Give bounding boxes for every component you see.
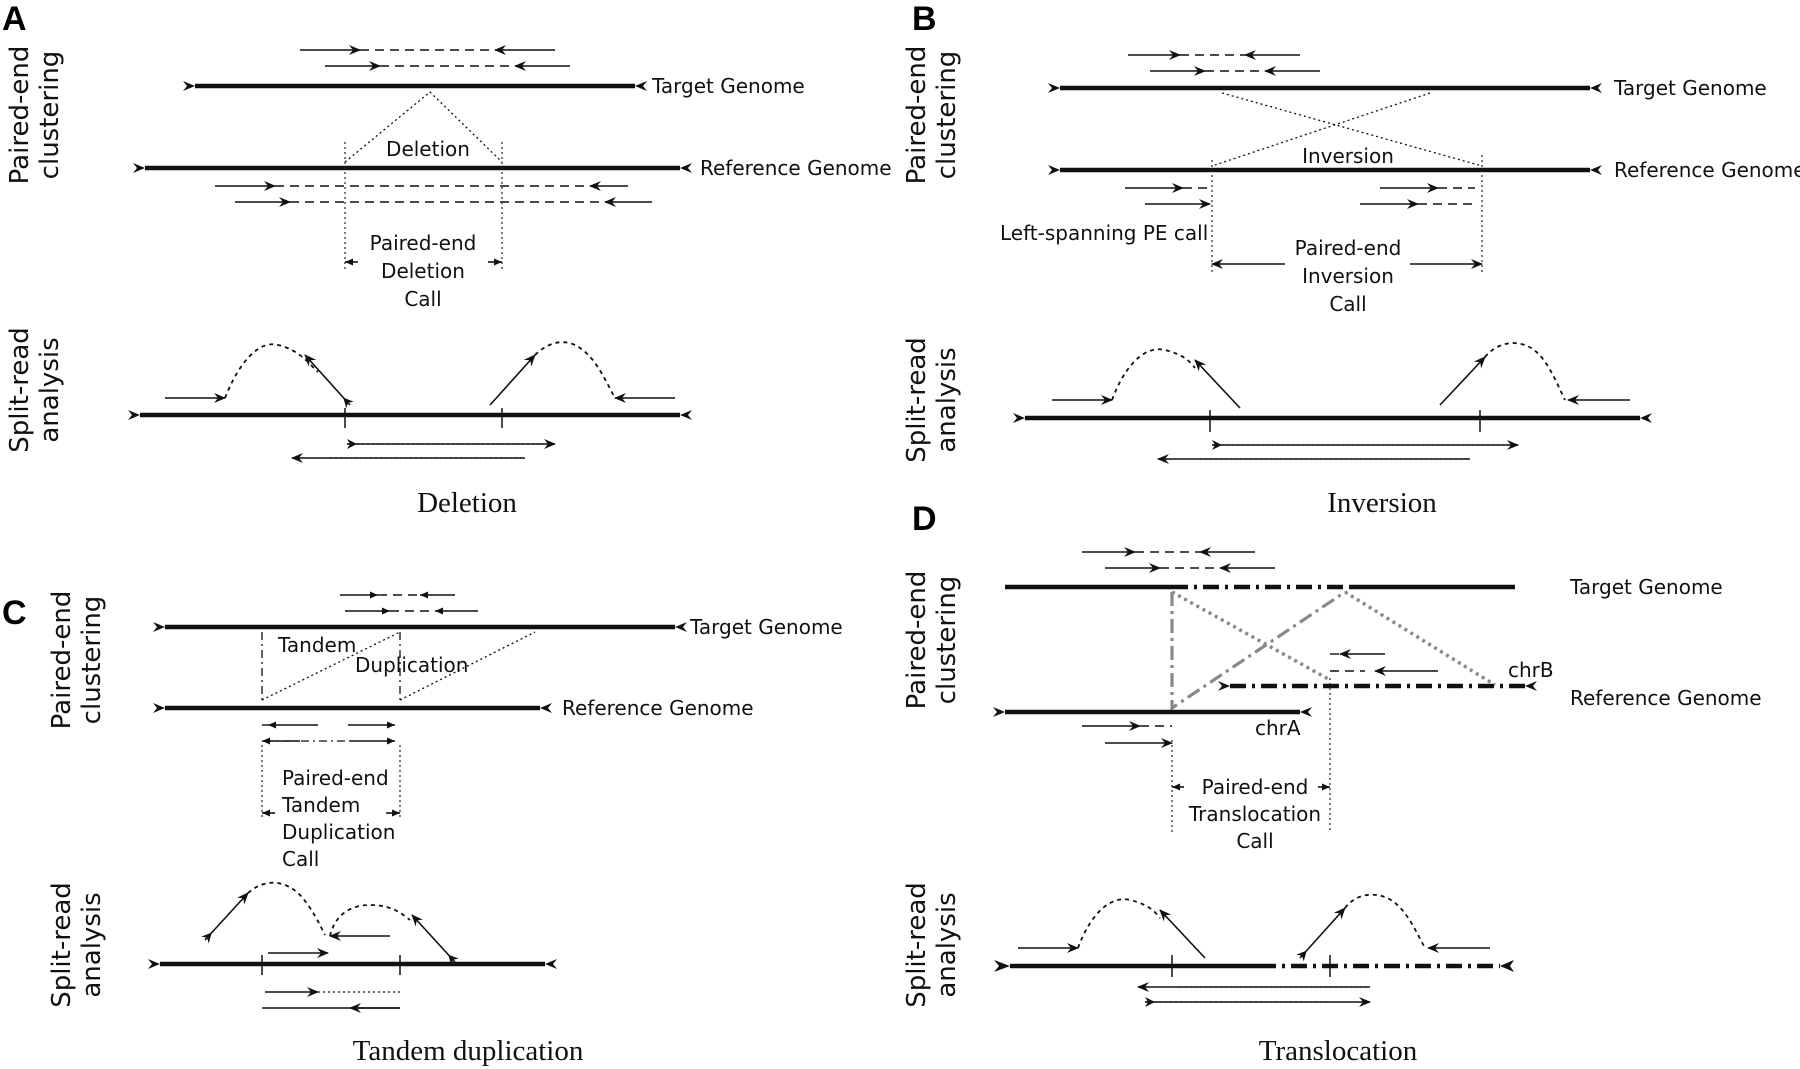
- panel-d: D Paired-end clustering Split-read analy…: [902, 500, 1762, 1067]
- panel-letter: A: [2, 0, 27, 38]
- panel-letter: D: [912, 500, 937, 538]
- call-label: Paired-end: [1202, 775, 1309, 799]
- side-label-top: Paired-end clustering: [902, 571, 962, 710]
- svg-text:Duplication: Duplication: [282, 820, 395, 844]
- svg-text:Call: Call: [1236, 829, 1273, 853]
- target-genome-label: Target Genome: [651, 74, 805, 98]
- svg-text:clustering: clustering: [932, 576, 962, 705]
- side-label-bottom: Split-read analysis: [5, 327, 65, 453]
- call-label: Paired-end: [370, 231, 477, 255]
- reference-genome-label: Reference Genome: [700, 156, 892, 180]
- side-label-bottom: Split-read analysis: [47, 882, 107, 1008]
- svg-text:Split-read: Split-read: [902, 337, 932, 463]
- chrB-label: chrB: [1508, 658, 1554, 682]
- panel-c: C Paired-end clustering Split-read analy…: [2, 591, 843, 1067]
- svg-text:Split-read: Split-read: [47, 882, 77, 1008]
- caption: Translocation: [1259, 1035, 1418, 1067]
- svg-text:Paired-end: Paired-end: [5, 46, 35, 185]
- svg-text:Inversion: Inversion: [1302, 264, 1394, 288]
- svg-text:analysis: analysis: [932, 347, 962, 452]
- reference-genome-label: Reference Genome: [1614, 158, 1800, 182]
- svg-text:analysis: analysis: [77, 892, 107, 997]
- panel-b: B Paired-end clustering Split-read analy…: [902, 0, 1800, 519]
- call-label: Paired-end: [1295, 236, 1402, 260]
- side-label-bottom: Split-read analysis: [902, 882, 962, 1008]
- target-genome-label: Target Genome: [1569, 575, 1723, 599]
- chrA-label: chrA: [1255, 716, 1301, 740]
- side-label-top: Paired-end clustering: [902, 46, 962, 185]
- caption: Inversion: [1327, 487, 1437, 519]
- chrB-projection: [1171, 590, 1496, 687]
- side-label-top: Paired-end clustering: [5, 46, 65, 185]
- svg-text:clustering: clustering: [77, 596, 107, 725]
- svg-text:clustering: clustering: [35, 51, 65, 180]
- panel-letter: C: [2, 594, 27, 632]
- call-label: Paired-end: [282, 766, 389, 790]
- target-genome-label: Target Genome: [1613, 76, 1767, 100]
- tandem-label: Tandem: [277, 633, 356, 657]
- left-spanning-note: Left-spanning PE call: [1000, 221, 1208, 245]
- duplication-label: Duplication: [355, 653, 468, 677]
- inversion-label: Inversion: [1302, 144, 1394, 168]
- caption: Tandem duplication: [353, 1035, 584, 1067]
- svg-text:Translocation: Translocation: [1188, 802, 1321, 826]
- svg-text:Paired-end: Paired-end: [902, 46, 932, 185]
- target-genome-label: Target Genome: [689, 615, 843, 639]
- svg-text:Split-read: Split-read: [5, 327, 35, 453]
- svg-text:Tandem: Tandem: [281, 793, 360, 817]
- svg-text:analysis: analysis: [35, 337, 65, 442]
- panel-a: A Paired-end clustering Split-read analy…: [2, 0, 892, 519]
- svg-text:Paired-end: Paired-end: [902, 571, 932, 710]
- svg-text:Deletion: Deletion: [381, 259, 465, 283]
- panel-letter: B: [912, 0, 937, 38]
- svg-text:analysis: analysis: [932, 892, 962, 997]
- reference-genome-label: Reference Genome: [1570, 686, 1762, 710]
- deletion-projection: [344, 91, 503, 163]
- svg-text:Split-read: Split-read: [902, 882, 932, 1008]
- side-label-top: Paired-end clustering: [47, 591, 107, 730]
- svg-text:Paired-end: Paired-end: [47, 591, 77, 730]
- svg-text:Call: Call: [1329, 292, 1366, 316]
- svg-text:Call: Call: [404, 287, 441, 311]
- duplication-projection: [261, 631, 536, 701]
- side-label-bottom: Split-read analysis: [902, 337, 962, 463]
- svg-text:clustering: clustering: [932, 51, 962, 180]
- svg-text:Call: Call: [282, 847, 319, 871]
- deletion-label: Deletion: [386, 137, 470, 161]
- reference-genome-label: Reference Genome: [562, 696, 754, 720]
- caption: Deletion: [417, 487, 517, 519]
- chrA-projection: [1170, 590, 1346, 711]
- inversion-projection: [1211, 92, 1483, 167]
